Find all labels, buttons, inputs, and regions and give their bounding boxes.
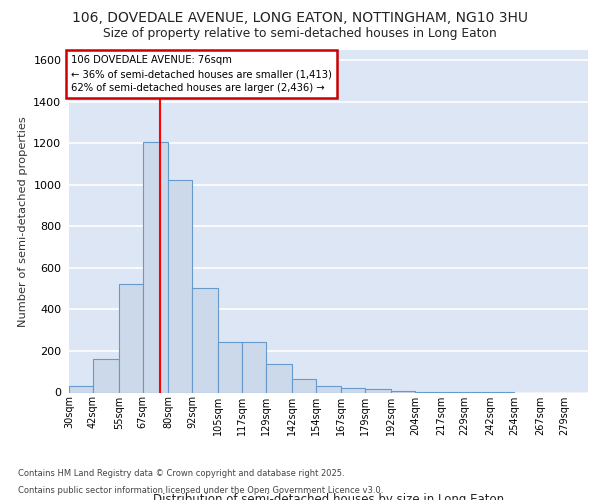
Text: Contains public sector information licensed under the Open Government Licence v3: Contains public sector information licen… bbox=[18, 486, 383, 495]
Bar bbox=[169, 180, 192, 392]
Text: 106 DOVEDALE AVENUE: 76sqm
← 36% of semi-detached houses are smaller (1,413)
62%: 106 DOVEDALE AVENUE: 76sqm ← 36% of semi… bbox=[71, 55, 332, 93]
Bar bbox=[292, 379, 316, 392]
Bar bbox=[316, 386, 341, 392]
Bar bbox=[143, 142, 169, 392]
Bar bbox=[266, 364, 292, 392]
Text: Size of property relative to semi-detached houses in Long Eaton: Size of property relative to semi-detach… bbox=[103, 28, 497, 40]
Text: 106, DOVEDALE AVENUE, LONG EATON, NOTTINGHAM, NG10 3HU: 106, DOVEDALE AVENUE, LONG EATON, NOTTIN… bbox=[72, 12, 528, 26]
Text: Contains HM Land Registry data © Crown copyright and database right 2025.: Contains HM Land Registry data © Crown c… bbox=[18, 468, 344, 477]
Bar bbox=[365, 390, 391, 392]
Bar bbox=[192, 288, 218, 393]
Bar bbox=[218, 342, 242, 392]
Bar bbox=[341, 388, 365, 392]
Bar bbox=[242, 342, 266, 392]
Y-axis label: Number of semi-detached properties: Number of semi-detached properties bbox=[17, 116, 28, 326]
Bar bbox=[93, 360, 119, 392]
X-axis label: Distribution of semi-detached houses by size in Long Eaton: Distribution of semi-detached houses by … bbox=[153, 493, 504, 500]
Bar bbox=[69, 386, 93, 392]
Bar bbox=[119, 284, 143, 393]
